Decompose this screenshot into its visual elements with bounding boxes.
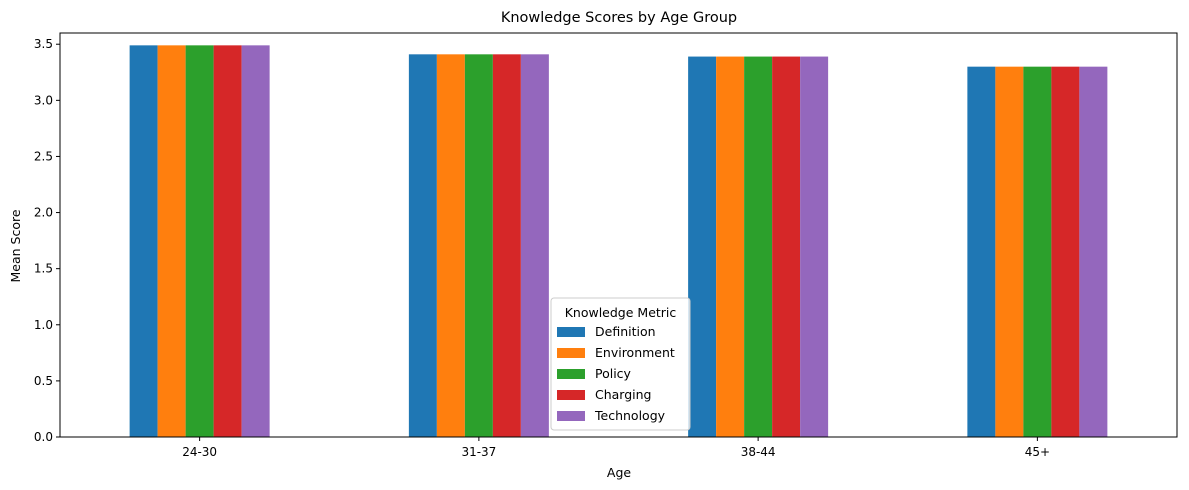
bar-technology-38-44 bbox=[800, 56, 829, 438]
chart-title: Knowledge Scores by Age Group bbox=[501, 10, 737, 26]
bar-charging-38-44 bbox=[772, 56, 801, 438]
legend-label-definition: Definition bbox=[595, 324, 656, 339]
bar-definition-45+ bbox=[967, 66, 996, 438]
legend-label-environment: Environment bbox=[595, 345, 675, 360]
legend-swatch-technology bbox=[557, 411, 585, 421]
bar-policy-31-37 bbox=[464, 54, 493, 437]
legend: Knowledge Metric Definition Environment Pol… bbox=[550, 297, 691, 431]
legend-label-policy: Policy bbox=[595, 366, 632, 381]
y-tick-label: 1.0 bbox=[34, 318, 53, 332]
y-tick-label: 0.5 bbox=[34, 374, 53, 388]
bar-definition-38-44 bbox=[688, 56, 717, 438]
x-tick-label: 38-44 bbox=[741, 445, 776, 459]
bar-definition-31-37 bbox=[408, 54, 437, 437]
plot-area: 24-30 31-37 38-44 45+ 0.0 0.5 1.0 1.5 2.0 2.5 3.0 3… bbox=[34, 32, 1178, 459]
bar-environment-45+ bbox=[995, 66, 1024, 438]
x-tick-label: 45+ bbox=[1025, 445, 1050, 459]
y-tick-label: 3.5 bbox=[34, 37, 53, 51]
bar-policy-24-30 bbox=[185, 45, 214, 437]
bar-technology-24-30 bbox=[241, 45, 270, 437]
legend-title: Knowledge Metric bbox=[565, 305, 677, 320]
bar-charging-24-30 bbox=[213, 45, 242, 437]
legend-swatch-charging bbox=[557, 390, 585, 400]
x-axis-label: Age bbox=[607, 465, 631, 480]
y-tick-label: 2.5 bbox=[34, 149, 53, 163]
legend-label-technology: Technology bbox=[594, 408, 666, 423]
bar-definition-24-30 bbox=[129, 45, 158, 437]
bar-charging-45+ bbox=[1051, 66, 1080, 438]
legend-label-charging: Charging bbox=[595, 387, 652, 402]
y-tick-label: 2.0 bbox=[34, 206, 53, 220]
bar-technology-45+ bbox=[1079, 66, 1108, 438]
bar-environment-24-30 bbox=[157, 45, 186, 437]
legend-swatch-policy bbox=[557, 369, 585, 379]
y-tick-label: 0.0 bbox=[34, 430, 53, 444]
plot-frame bbox=[59, 32, 1178, 438]
y-tick-label: 3.0 bbox=[34, 93, 53, 107]
bar-environment-38-44 bbox=[716, 56, 745, 438]
x-tick-label: 31-37 bbox=[461, 445, 496, 459]
legend-swatch-environment bbox=[557, 348, 585, 358]
x-tick-label: 24-30 bbox=[182, 445, 217, 459]
legend-box bbox=[550, 297, 691, 431]
y-axis-label: Mean Score bbox=[8, 209, 23, 282]
bar-policy-38-44 bbox=[744, 56, 773, 438]
bar-technology-31-37 bbox=[520, 54, 549, 437]
bar-policy-45+ bbox=[1023, 66, 1052, 438]
bar-environment-31-37 bbox=[436, 54, 465, 437]
bar-charging-31-37 bbox=[492, 54, 521, 437]
y-tick-label: 1.5 bbox=[34, 262, 53, 276]
legend-swatch-definition bbox=[557, 327, 585, 337]
